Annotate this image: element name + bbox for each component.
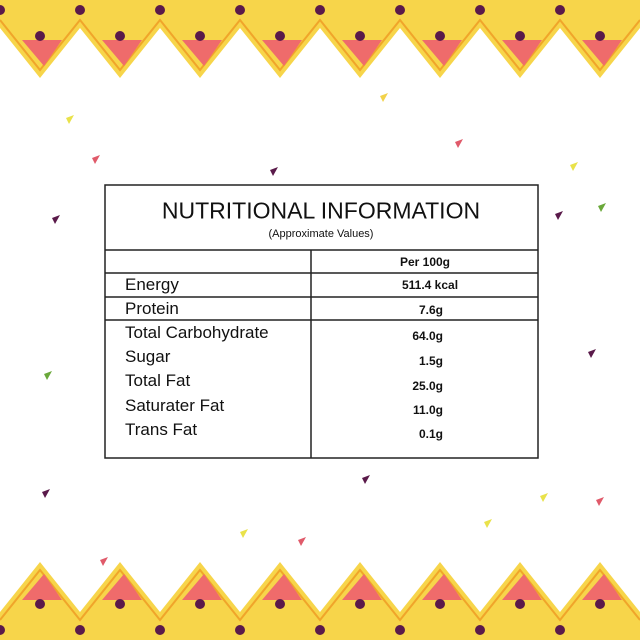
dot xyxy=(195,599,205,609)
red-triangle xyxy=(182,574,222,600)
dot xyxy=(155,625,165,635)
dot xyxy=(275,599,285,609)
dot xyxy=(35,599,45,609)
zigzag-line xyxy=(0,18,640,72)
dot xyxy=(355,31,365,41)
dot xyxy=(195,31,205,41)
table-frame xyxy=(104,184,539,459)
confetti-piece xyxy=(588,349,596,358)
zigzag-line xyxy=(0,568,640,622)
dot xyxy=(515,599,525,609)
dot xyxy=(115,31,125,41)
red-triangle xyxy=(102,40,142,66)
dot xyxy=(595,31,605,41)
red-triangle xyxy=(102,574,142,600)
confetti-piece xyxy=(270,167,278,176)
red-triangle xyxy=(262,40,302,66)
dot xyxy=(235,5,245,15)
dot xyxy=(475,625,485,635)
nutrient: Total Carbohydrate xyxy=(125,323,269,342)
confetti-piece xyxy=(570,162,578,171)
dot xyxy=(0,625,5,635)
dot xyxy=(315,625,325,635)
nutrient: Energy xyxy=(125,275,179,294)
dot xyxy=(0,5,5,15)
confetti-piece xyxy=(240,529,248,538)
red-triangle xyxy=(502,40,542,66)
nutrient: Total Fat xyxy=(125,371,191,390)
confetti-piece xyxy=(42,489,50,498)
amount: 511.4 kcal xyxy=(401,278,459,292)
dot xyxy=(75,5,85,15)
red-triangle xyxy=(182,40,222,66)
red-triangle xyxy=(422,574,462,600)
amount: 11.0g xyxy=(412,403,443,417)
confetti-piece xyxy=(540,493,548,502)
amount: 1.5g xyxy=(418,354,443,368)
confetti-piece xyxy=(455,139,463,148)
top-border xyxy=(0,0,640,78)
confetti-piece xyxy=(52,215,60,224)
dot xyxy=(475,5,485,15)
amount: 25.0g xyxy=(412,379,443,393)
amount: 7.6g xyxy=(418,303,443,317)
nutrient: Saturater Fat xyxy=(125,396,225,415)
dot xyxy=(315,5,325,15)
red-triangle xyxy=(22,574,62,600)
dot xyxy=(35,31,45,41)
subtitle: (Approximate Values) xyxy=(268,228,374,240)
dot xyxy=(515,31,525,41)
confetti-piece xyxy=(380,93,388,102)
title: NUTRITIONAL INFORMATION xyxy=(161,197,481,224)
confetti-piece xyxy=(298,537,306,546)
confetti-piece xyxy=(596,497,604,506)
confetti-piece xyxy=(92,155,100,164)
dot xyxy=(435,31,445,41)
nutrient: Sugar xyxy=(125,347,171,366)
confetti-piece xyxy=(100,557,108,566)
amount: 64.0g xyxy=(412,329,443,343)
nutrient: Trans Fat xyxy=(125,420,198,439)
dot xyxy=(435,599,445,609)
dot xyxy=(275,31,285,41)
dot xyxy=(155,5,165,15)
red-triangle xyxy=(342,40,382,66)
red-triangle xyxy=(422,40,462,66)
dot xyxy=(395,5,405,15)
red-triangle xyxy=(582,574,622,600)
dot xyxy=(555,5,565,15)
dot xyxy=(555,625,565,635)
dot xyxy=(355,599,365,609)
red-triangle xyxy=(502,574,542,600)
nutrient: Protein xyxy=(125,299,179,318)
bottom-border xyxy=(0,562,640,640)
red-triangle xyxy=(22,40,62,66)
confetti-piece xyxy=(484,519,492,528)
dot xyxy=(235,625,245,635)
red-triangle xyxy=(342,574,382,600)
confetti-piece xyxy=(555,211,563,220)
dot xyxy=(395,625,405,635)
column-header: Per 100g xyxy=(399,255,451,269)
red-triangle xyxy=(262,574,302,600)
dot xyxy=(115,599,125,609)
confetti xyxy=(42,93,606,566)
dot xyxy=(595,599,605,609)
confetti-piece xyxy=(44,371,52,380)
dot xyxy=(75,625,85,635)
red-triangle xyxy=(582,40,622,66)
confetti-piece xyxy=(362,475,370,484)
confetti-piece xyxy=(598,203,606,212)
amount: 0.1g xyxy=(418,427,443,441)
confetti-piece xyxy=(66,115,74,124)
